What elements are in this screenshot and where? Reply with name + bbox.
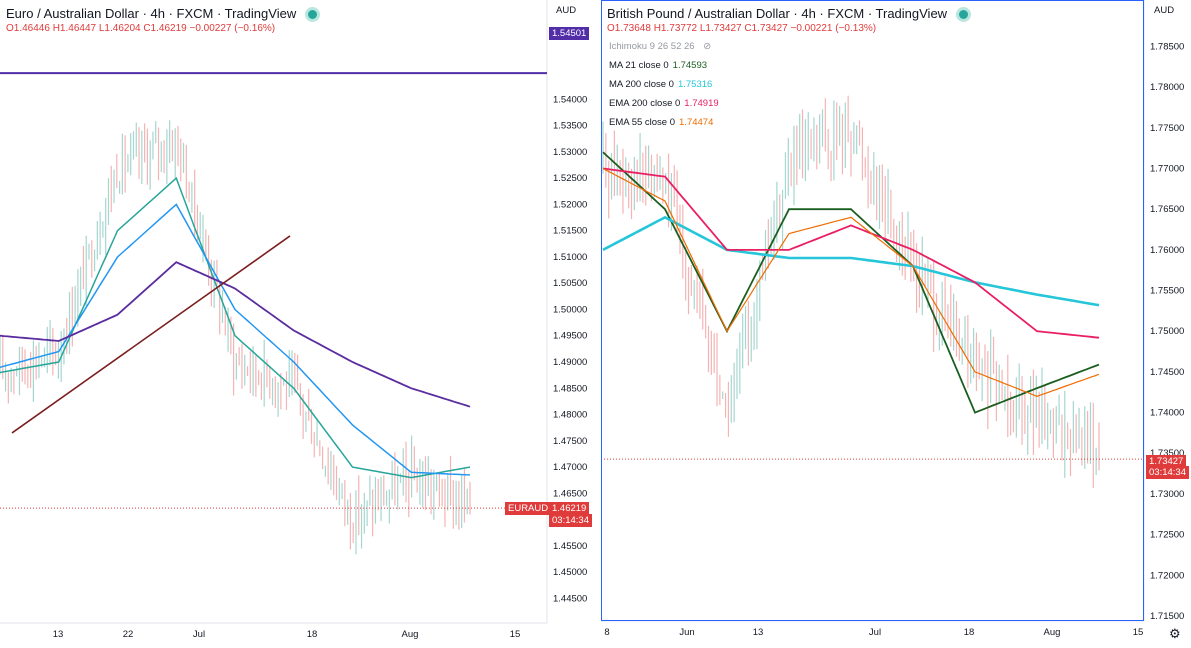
y-tick-label: 1.77000 [1150,164,1184,175]
series-line-ma-200-close-0 [602,215,1100,307]
y-tick-label: 1.78000 [1150,82,1184,93]
y-tick-label: 1.50000 [553,304,587,315]
y-tick-label: 1.47000 [553,462,587,473]
y-tick-label: 1.47500 [553,436,587,447]
x-tick-label: Jul [193,629,205,640]
level-price-tag: 1.54501 [549,27,590,40]
x-tick-label: Jul [869,627,881,638]
y-tick-label: 1.75500 [1150,286,1184,297]
y-tick-label: 1.54000 [553,94,587,105]
y-tick-label: 1.52000 [553,199,587,210]
y-tick-label: 1.45000 [553,567,587,578]
indicator-ma200[interactable]: MA 200 close 0 1.75316 [609,79,713,90]
gbpaud-price-tag: 1.73427 [1146,455,1187,468]
y-tick-label: 1.53000 [553,147,587,158]
gbpaud-axis-currency[interactable]: AUD [1154,5,1175,16]
y-tick-label: 1.52500 [553,173,587,184]
y-tick-label: 1.50500 [553,278,587,289]
series-line-ema-55-close-0 [602,167,1100,397]
indicator-ichimoku[interactable]: Ichimoku 9 26 52 26 ⊘ [609,41,712,52]
series-line-ma_slow [0,261,471,408]
x-tick-label: 18 [964,627,975,638]
euraud-countdown: 03:14:34 [549,514,592,527]
x-tick-label: 8 [604,627,609,638]
y-tick-label: 1.49000 [553,357,587,368]
gbpaud-title: British Pound / Australian Dollar · 4h ·… [607,6,968,21]
series-line-ma_fast [0,176,471,479]
gbpaud-countdown: 03:14:34 [1146,466,1189,479]
y-tick-label: 1.72500 [1150,530,1184,541]
x-tick-label: Aug [1044,627,1061,638]
euraud-price-tag: 1.46219 [549,502,590,515]
y-tick-label: 1.74000 [1150,408,1184,419]
indicator-ema55[interactable]: EMA 55 close 0 1.74474 [609,117,714,128]
gbpaud-header: British Pound / Australian Dollar · 4h ·… [607,6,968,34]
chart-pane-gbpaud[interactable]: 1.78500 1.78000 1.77500 1.77000 1.76500 1.760… [601,0,1191,648]
chart-pane-euraud[interactable]: 1.54000 1.53500 1.53000 1.52500 1.52000 1.515… [0,0,600,648]
indicator-ema200[interactable]: EMA 200 close 0 1.74919 [609,98,719,109]
gbpaud-chart[interactable]: 1.78500 1.78000 1.77500 1.77000 1.76500 1.760… [601,0,1191,648]
euraud-ohlc: O1.46446 H1.46447 L1.46204 C1.46219 −0.0… [6,23,276,34]
market-open-icon [958,10,968,20]
y-tick-label: 1.74500 [1150,367,1184,378]
euraud-header: Euro / Australian Dollar · 4h · FXCM · T… [6,6,317,34]
y-tick-label: 1.49500 [553,331,587,342]
y-tick-label: 1.76000 [1150,245,1184,256]
euraud-symbol-tag: EURAUD [505,502,552,515]
x-tick-label: 13 [53,629,64,640]
x-tick-label: Aug [402,629,419,640]
y-tick-label: 1.51500 [553,226,587,237]
y-tick-label: 1.48000 [553,410,587,421]
x-tick-label: 15 [510,629,521,640]
series-line-ma-21-close-0 [602,151,1100,414]
market-open-icon [307,10,317,20]
series-line-ema-200-close-0 [602,167,1100,339]
euraud-title: Euro / Australian Dollar · 4h · FXCM · T… [6,6,317,21]
y-tick-label: 1.44500 [553,593,587,604]
x-tick-label: 22 [123,629,134,640]
euraud-chart[interactable]: 1.54000 1.53500 1.53000 1.52500 1.52000 1.515… [0,0,600,648]
euraud-axis-currency[interactable]: AUD [556,5,577,16]
gbpaud-title-text: British Pound / Australian Dollar · 4h ·… [607,6,948,21]
x-tick-label: Jun [679,627,694,638]
indicator-ma21[interactable]: MA 21 close 0 1.74593 [609,60,708,71]
gbpaud-ohlc: O1.73648 H1.73772 L1.73427 C1.73427 −0.0… [607,23,877,34]
y-tick-label: 1.72000 [1150,570,1184,581]
y-tick-label: 1.71500 [1150,611,1184,622]
euraud-title-text: Euro / Australian Dollar · 4h · FXCM · T… [6,6,297,21]
series-line-ma_mid [0,203,471,476]
y-tick-label: 1.53500 [553,121,587,132]
y-tick-label: 1.76500 [1150,204,1184,215]
x-tick-label: 13 [753,627,764,638]
settings-gear-icon[interactable]: ⚙ [1169,626,1181,641]
trendline [11,235,291,434]
visibility-off-icon[interactable]: ⊘ [703,41,712,52]
y-tick-label: 1.78500 [1150,41,1184,52]
y-tick-label: 1.46500 [553,488,587,499]
y-tick-label: 1.77500 [1150,123,1184,134]
y-tick-label: 1.73000 [1150,489,1184,500]
x-tick-label: 18 [307,629,318,640]
y-tick-label: 1.51000 [553,252,587,263]
y-tick-label: 1.73500 [1150,448,1184,459]
y-tick-label: 1.45500 [553,541,587,552]
y-tick-label: 1.48500 [553,383,587,394]
y-tick-label: 1.75000 [1150,326,1184,337]
x-tick-label: 15 [1133,627,1144,638]
